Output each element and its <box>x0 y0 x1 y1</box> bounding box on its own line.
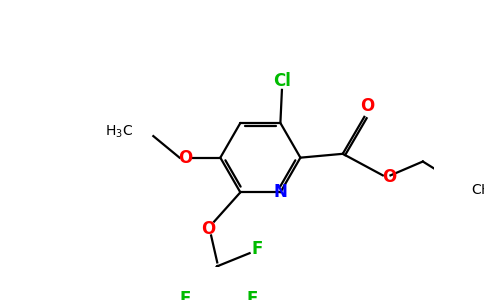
Text: F: F <box>246 290 257 300</box>
Text: O: O <box>201 220 215 238</box>
Text: F: F <box>179 290 191 300</box>
Text: O: O <box>179 149 193 167</box>
Text: N: N <box>273 183 287 201</box>
Text: O: O <box>382 168 396 186</box>
Text: CH$_3$: CH$_3$ <box>471 183 484 199</box>
Text: H$_3$C: H$_3$C <box>105 123 133 140</box>
Text: O: O <box>360 97 375 115</box>
Text: Cl: Cl <box>273 72 291 90</box>
Text: F: F <box>252 240 263 258</box>
